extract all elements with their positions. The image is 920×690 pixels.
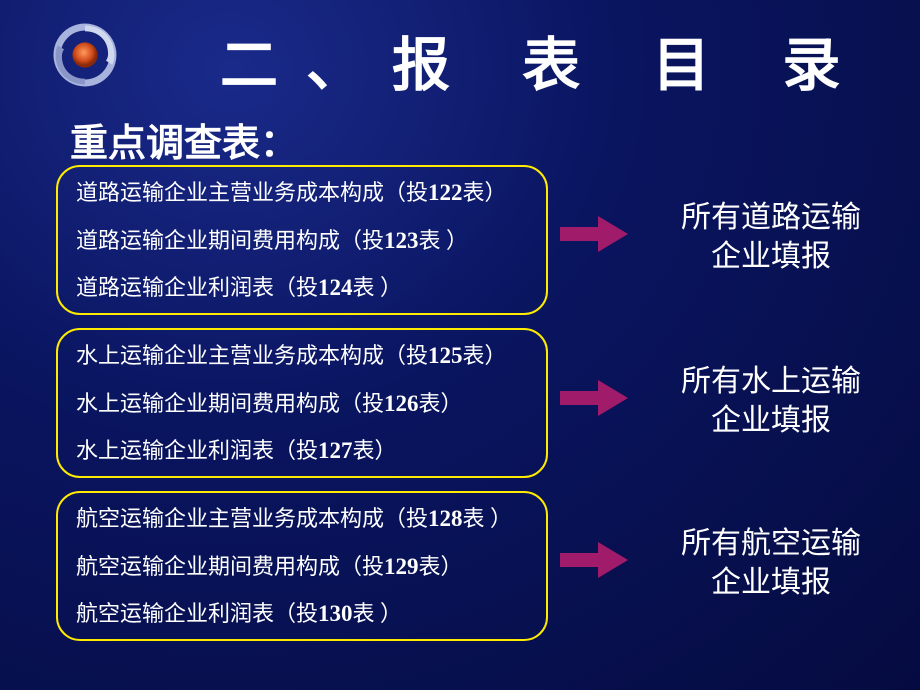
item-suffix: 表） <box>353 438 397 463</box>
arrow-icon <box>560 214 628 254</box>
item-suffix: 表 ） <box>353 601 403 626</box>
item-num: 127 <box>318 438 353 463</box>
list-item: 航空运输企业期间费用构成（投129表） <box>76 553 528 581</box>
item-num: 128 <box>428 506 463 531</box>
item-num: 123 <box>384 228 419 253</box>
item-prefix: 道路运输企业利润表（投 <box>76 275 318 300</box>
item-suffix: 表 ） <box>463 506 513 531</box>
callout-line2: 企业填报 <box>711 566 831 599</box>
item-prefix: 航空运输企业主营业务成本构成（投 <box>76 506 428 531</box>
group-box-road: 道路运输企业主营业务成本构成（投122表） 道路运输企业期间费用构成（投123表… <box>56 165 548 315</box>
item-prefix: 水上运输企业期间费用构成（投 <box>76 391 384 416</box>
group-box-water: 水上运输企业主营业务成本构成（投125表） 水上运输企业期间费用构成（投126表… <box>56 328 548 478</box>
item-prefix: 航空运输企业利润表（投 <box>76 601 318 626</box>
item-suffix: 表 ） <box>353 275 403 300</box>
callout-line2: 企业填报 <box>711 240 831 273</box>
circular-swirl-logo-icon <box>50 20 120 90</box>
callout-road: 所有道路运输 企业填报 <box>636 198 906 276</box>
arrow-icon <box>560 378 628 418</box>
callout-line1: 所有航空运输 <box>681 527 861 560</box>
list-item: 水上运输企业利润表（投127表） <box>76 437 528 465</box>
list-item: 航空运输企业利润表（投130表 ） <box>76 600 528 628</box>
item-num: 129 <box>384 554 419 579</box>
item-prefix: 道路运输企业主营业务成本构成（投 <box>76 180 428 205</box>
item-num: 130 <box>318 601 353 626</box>
page-title: 二、报 表 目 录 <box>220 18 868 102</box>
list-item: 水上运输企业主营业务成本构成（投125表） <box>76 342 528 370</box>
item-prefix: 航空运输企业期间费用构成（投 <box>76 554 384 579</box>
callout-line1: 所有水上运输 <box>681 365 861 398</box>
list-item: 道路运输企业主营业务成本构成（投122表） <box>76 179 528 207</box>
item-num: 126 <box>384 391 419 416</box>
item-prefix: 水上运输企业主营业务成本构成（投 <box>76 343 428 368</box>
item-num: 122 <box>428 180 463 205</box>
item-suffix: 表） <box>463 343 507 368</box>
section-subtitle: 重点调查表： <box>70 112 298 167</box>
item-num: 124 <box>318 275 353 300</box>
item-prefix: 水上运输企业利润表（投 <box>76 438 318 463</box>
item-suffix: 表） <box>419 554 463 579</box>
list-item: 航空运输企业主营业务成本构成（投128表 ） <box>76 505 528 533</box>
item-suffix: 表） <box>463 180 507 205</box>
item-prefix: 道路运输企业期间费用构成（投 <box>76 228 384 253</box>
callout-line2: 企业填报 <box>711 404 831 437</box>
item-suffix: 表） <box>419 391 463 416</box>
callout-air: 所有航空运输 企业填报 <box>636 524 906 602</box>
callout-water: 所有水上运输 企业填报 <box>636 362 906 440</box>
callout-line1: 所有道路运输 <box>681 201 861 234</box>
list-item: 水上运输企业期间费用构成（投126表） <box>76 390 528 418</box>
group-box-air: 航空运输企业主营业务成本构成（投128表 ） 航空运输企业期间费用构成（投129… <box>56 491 548 641</box>
item-num: 125 <box>428 343 463 368</box>
list-item: 道路运输企业期间费用构成（投123表 ） <box>76 227 528 255</box>
list-item: 道路运输企业利润表（投124表 ） <box>76 274 528 302</box>
item-suffix: 表 ） <box>419 228 469 253</box>
arrow-icon <box>560 540 628 580</box>
